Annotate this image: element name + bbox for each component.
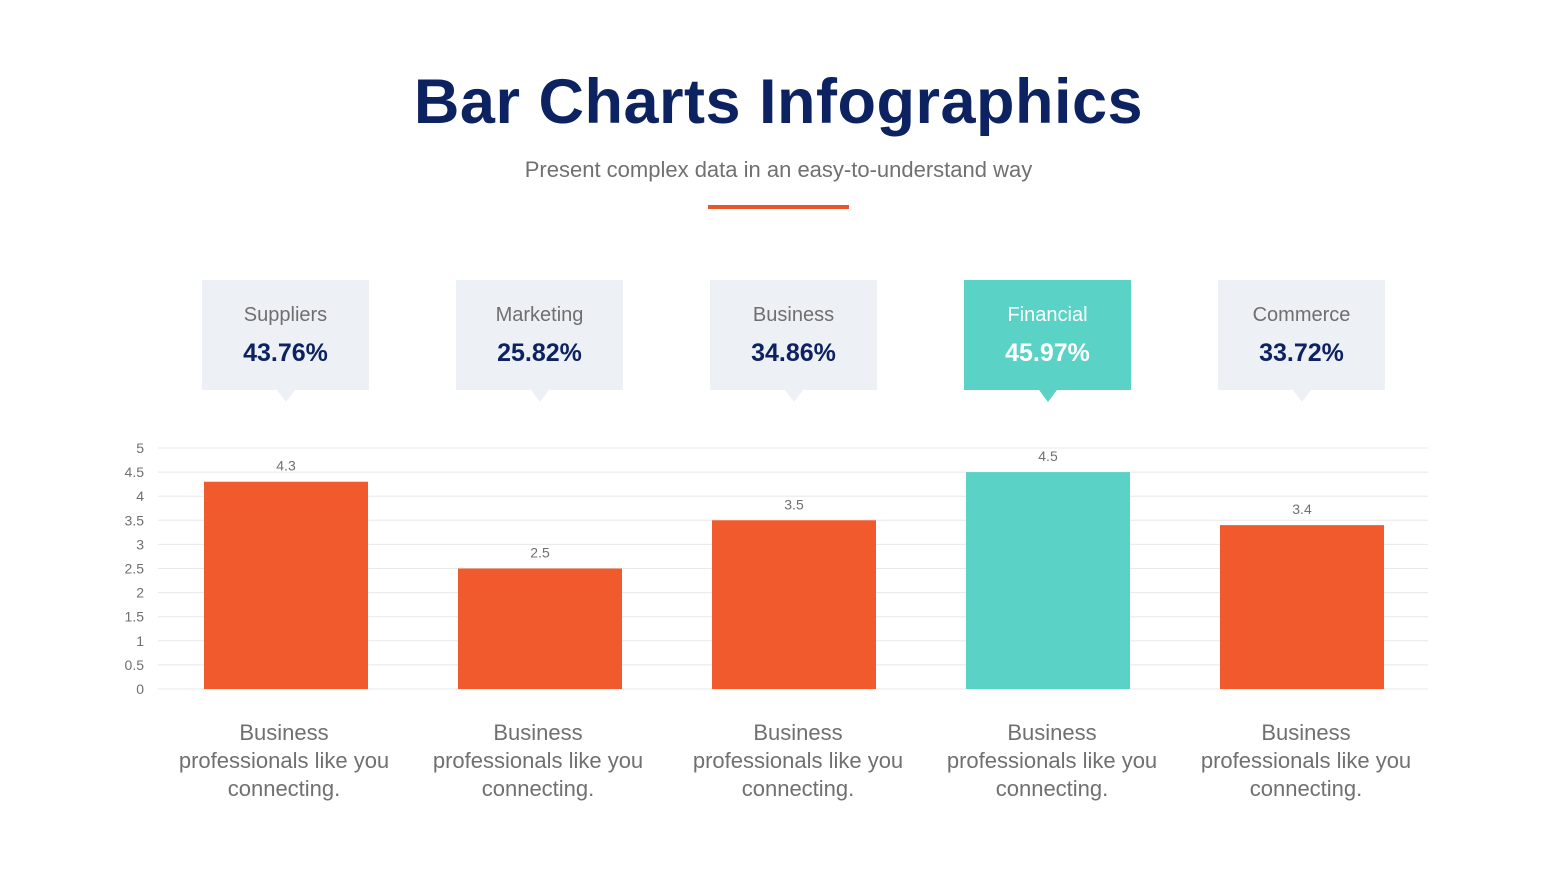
y-tick-label: 3.5 <box>125 512 145 528</box>
data-label: 4.3 <box>276 458 296 474</box>
bar-business <box>712 520 876 689</box>
card-name: Commerce <box>1252 304 1351 326</box>
page-title: Bar Charts Infographics <box>413 67 1144 137</box>
data-label: 4.5 <box>1038 448 1058 464</box>
card-percent: 33.72% <box>1259 339 1344 367</box>
data-label: 2.5 <box>530 545 550 561</box>
card-name: Business <box>752 304 835 326</box>
y-tick-label: 4 <box>136 488 144 504</box>
card-name: Suppliers <box>243 304 328 326</box>
card-percent: 34.86% <box>751 339 836 367</box>
y-tick-label: 4.5 <box>125 464 145 480</box>
caption: Business professionals like you connecti… <box>432 720 644 801</box>
page-subtitle: Present complex data in an easy-to-under… <box>524 157 1033 182</box>
accent-divider <box>708 205 849 209</box>
caption: Business professionals like you connecti… <box>178 720 390 801</box>
y-tick-label: 1 <box>136 633 144 649</box>
y-tick-label: 0 <box>136 681 144 697</box>
data-label: 3.4 <box>1292 501 1312 517</box>
y-tick-label: 3 <box>136 536 144 552</box>
y-tick-label: 1.5 <box>125 609 145 625</box>
card-financial: Financial 45.97% <box>964 280 1131 402</box>
y-tick-label: 5 <box>136 440 144 456</box>
data-label: 3.5 <box>784 496 804 512</box>
card-marketing: Marketing 25.82% <box>456 280 623 402</box>
card-name: Marketing <box>495 304 584 326</box>
y-tick-label: 2 <box>136 585 144 601</box>
card-percent: 43.76% <box>243 339 328 367</box>
card-business: Business 34.86% <box>710 280 877 402</box>
card-commerce: Commerce 33.72% <box>1218 280 1385 402</box>
card-suppliers: Suppliers 43.76% <box>202 280 369 402</box>
y-tick-label: 2.5 <box>125 561 145 577</box>
caption: Business professionals like you connecti… <box>1200 720 1412 801</box>
bar-marketing <box>458 568 622 689</box>
card-percent: 25.82% <box>497 339 582 367</box>
caption: Business professionals like you connecti… <box>946 720 1158 801</box>
caption: Business professionals like you connecti… <box>692 720 904 801</box>
bar-commerce <box>1220 525 1384 689</box>
card-name: Financial <box>1007 304 1088 326</box>
y-tick-label: 0.5 <box>125 657 145 673</box>
bar-financial <box>966 472 1130 689</box>
bar-suppliers <box>204 481 368 689</box>
card-percent: 45.97% <box>1005 339 1090 367</box>
